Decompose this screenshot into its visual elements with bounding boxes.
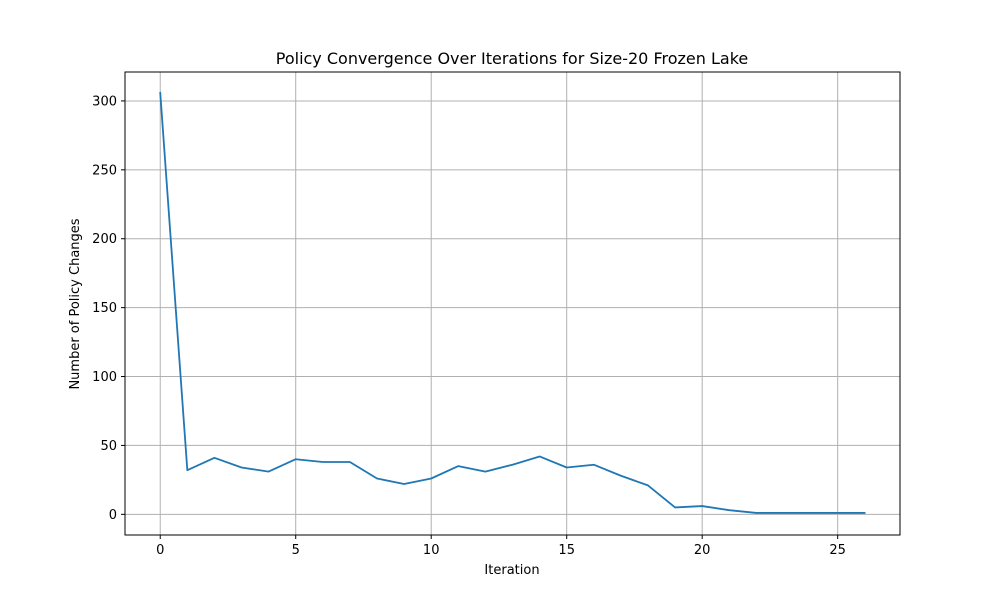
x-tick-label: 15	[558, 543, 575, 558]
x-tick-label: 20	[694, 543, 711, 558]
y-tick-label: 250	[92, 163, 117, 178]
y-tick-label: 300	[92, 94, 117, 109]
y-tick-label: 0	[109, 508, 117, 523]
plot-frame	[124, 71, 901, 536]
chart-title: Policy Convergence Over Iterations for S…	[276, 49, 748, 68]
x-tick-label: 25	[829, 543, 846, 558]
y-tick-label: 150	[92, 301, 117, 316]
y-tick-label: 50	[100, 439, 117, 454]
y-axis-label: Number of Policy Changes	[68, 218, 83, 389]
x-axis-label: Iteration	[484, 563, 539, 578]
y-tick-label: 200	[92, 232, 117, 247]
x-tick-label: 5	[292, 543, 300, 558]
series-layer	[159, 91, 866, 514]
x-tick-label: 10	[423, 543, 440, 558]
grid	[125, 72, 900, 535]
series-line	[159, 91, 866, 514]
x-tick-label: 0	[156, 543, 164, 558]
y-tick-label: 100	[92, 370, 117, 385]
